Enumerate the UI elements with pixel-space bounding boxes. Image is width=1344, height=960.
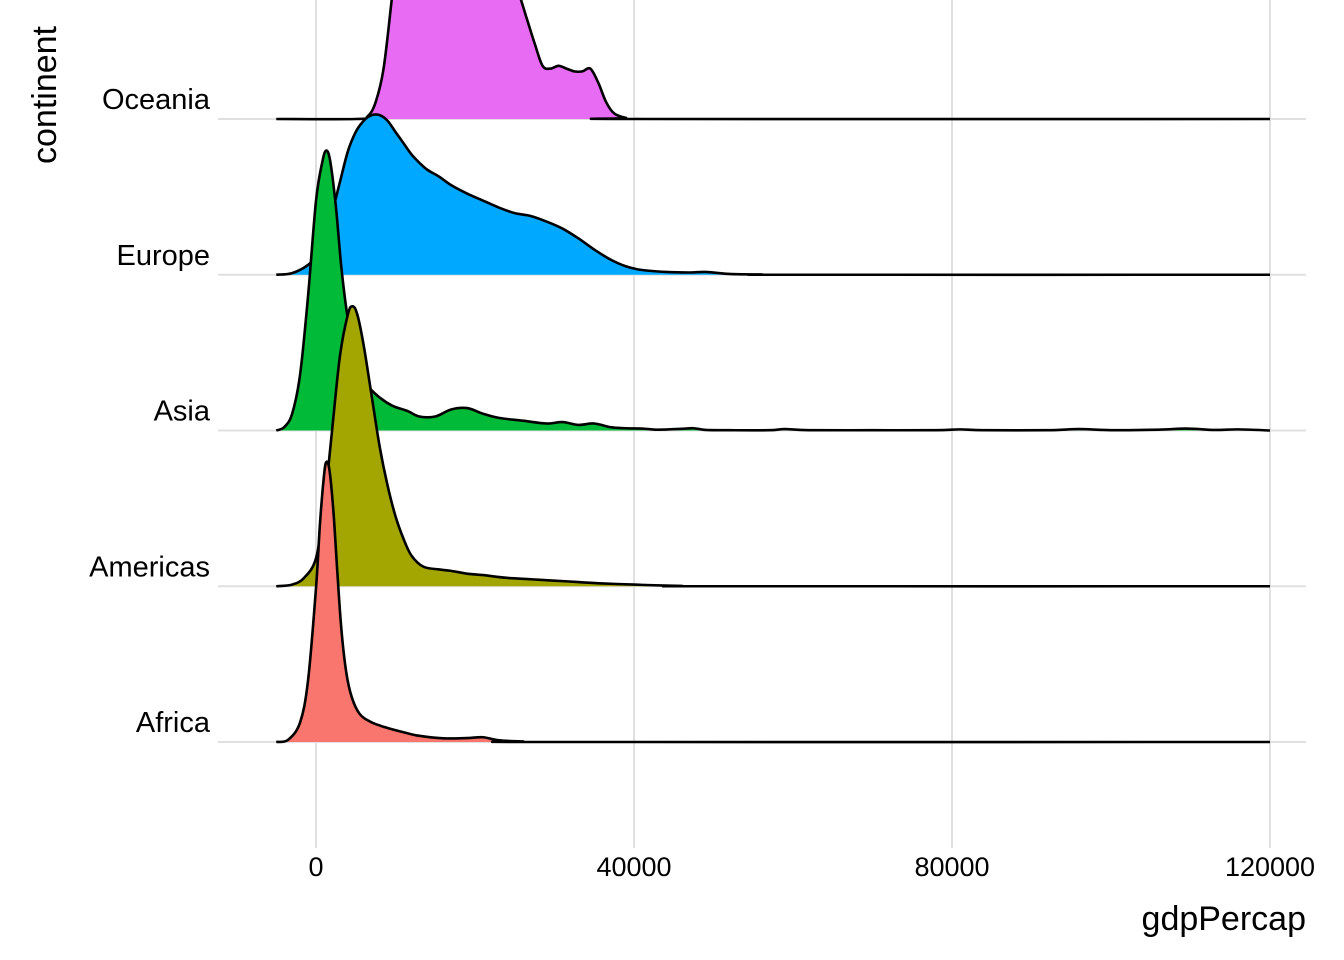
ridge-outline xyxy=(276,0,1271,121)
ridge-area xyxy=(276,306,1270,587)
ridge-area xyxy=(276,114,1270,275)
category-label: Oceania xyxy=(102,84,211,116)
ridge-europe xyxy=(276,113,1271,277)
ridge-area xyxy=(276,461,1270,743)
ridge-outline xyxy=(275,149,1271,432)
ridge-area xyxy=(276,0,1270,120)
labels-layer: 0 40000 80000 120000 Africa Americas Asia Europ… xyxy=(89,84,1315,882)
x-tick-label: 0 xyxy=(308,852,323,882)
x-axis-title: gdpPercap xyxy=(1142,900,1306,938)
category-label: Asia xyxy=(154,396,211,428)
category-label: Americas xyxy=(89,551,210,583)
ridge-asia xyxy=(275,149,1271,432)
ridge-americas xyxy=(276,304,1271,588)
ridge-outline xyxy=(276,113,1271,277)
ridge-area xyxy=(276,150,1270,431)
category-label: Africa xyxy=(136,707,211,739)
ridge-oceania xyxy=(276,0,1271,121)
y-axis-title: continent xyxy=(26,25,64,164)
ridge-outline xyxy=(276,460,1271,744)
x-tick-label: 120000 xyxy=(1225,852,1315,882)
ridges-layer xyxy=(275,0,1271,744)
ridge-outline xyxy=(276,304,1271,588)
ridge-africa xyxy=(276,460,1271,744)
x-tick-label: 80000 xyxy=(914,852,989,882)
x-tick-label: 40000 xyxy=(596,852,671,882)
category-label: Europe xyxy=(116,240,210,272)
